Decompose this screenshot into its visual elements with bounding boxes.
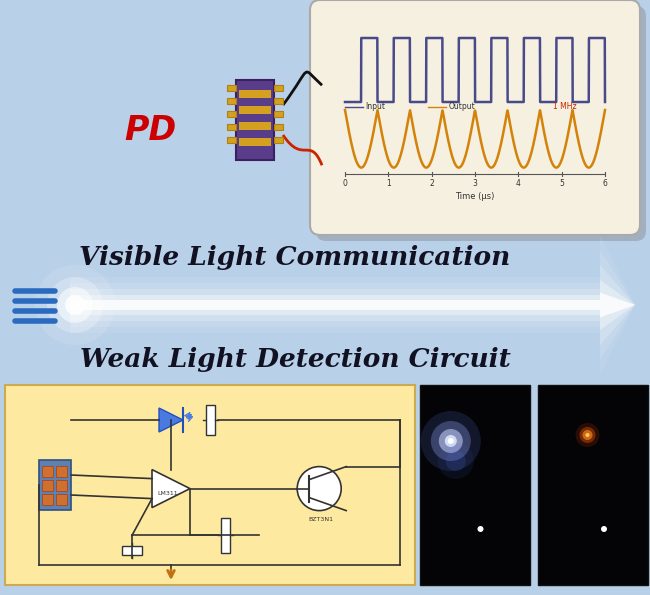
Bar [239, 106, 271, 114]
Text: Visible Light Communication: Visible Light Communication [79, 246, 511, 271]
Bar [274, 111, 283, 117]
Text: 1 MHz: 1 MHz [553, 102, 577, 111]
Bar [227, 137, 236, 143]
Text: 3: 3 [473, 179, 478, 188]
Bar [227, 85, 236, 91]
Circle shape [586, 433, 590, 437]
Bar [227, 98, 236, 104]
Polygon shape [159, 408, 183, 432]
Bar [42, 466, 53, 477]
Circle shape [580, 427, 595, 443]
Bar [227, 111, 236, 117]
Bar [227, 124, 236, 130]
Circle shape [47, 277, 103, 333]
Circle shape [57, 287, 93, 323]
Text: Input: Input [365, 102, 385, 111]
Text: 2: 2 [429, 179, 434, 188]
Bar [221, 518, 230, 553]
FancyArrow shape [70, 293, 635, 318]
Bar [56, 466, 67, 477]
Bar [274, 85, 283, 91]
Bar [122, 546, 142, 555]
Circle shape [421, 411, 481, 471]
Circle shape [438, 443, 474, 479]
Bar [42, 480, 53, 491]
Circle shape [582, 430, 593, 440]
FancyBboxPatch shape [316, 6, 646, 241]
Text: PD: PD [124, 114, 176, 146]
Circle shape [431, 421, 471, 461]
Circle shape [448, 438, 454, 444]
Bar [420, 385, 530, 585]
Text: BZT3N1: BZT3N1 [309, 516, 333, 522]
Polygon shape [152, 469, 190, 508]
Circle shape [446, 451, 466, 471]
Text: 4: 4 [516, 179, 521, 188]
Bar [274, 137, 283, 143]
FancyArrow shape [70, 235, 635, 375]
Bar [239, 122, 271, 130]
FancyArrow shape [70, 280, 635, 330]
Bar [5, 385, 415, 585]
Circle shape [297, 466, 341, 511]
Circle shape [601, 526, 607, 532]
Bar [239, 90, 271, 98]
Text: Output: Output [448, 102, 475, 111]
Bar [56, 494, 67, 505]
FancyBboxPatch shape [310, 0, 640, 235]
FancyArrow shape [70, 265, 635, 345]
Bar [39, 460, 71, 510]
Bar [206, 405, 215, 435]
Bar [274, 124, 283, 130]
Circle shape [439, 429, 463, 453]
Bar [42, 494, 53, 505]
Text: 6: 6 [603, 179, 608, 188]
Bar [236, 80, 274, 160]
FancyArrow shape [70, 250, 635, 360]
Bar [274, 98, 283, 104]
Bar [538, 385, 648, 585]
Text: Time (μs): Time (μs) [455, 192, 495, 201]
Text: Weak Light Detection Circuit: Weak Light Detection Circuit [79, 347, 510, 372]
Bar [56, 480, 67, 491]
Circle shape [445, 435, 457, 447]
Circle shape [65, 295, 85, 315]
Circle shape [35, 265, 115, 345]
Text: 5: 5 [559, 179, 564, 188]
Circle shape [478, 526, 484, 532]
Circle shape [575, 423, 599, 447]
Text: 0: 0 [343, 179, 348, 188]
Text: 1: 1 [386, 179, 391, 188]
Text: LM311: LM311 [158, 491, 178, 496]
Bar [239, 138, 271, 146]
